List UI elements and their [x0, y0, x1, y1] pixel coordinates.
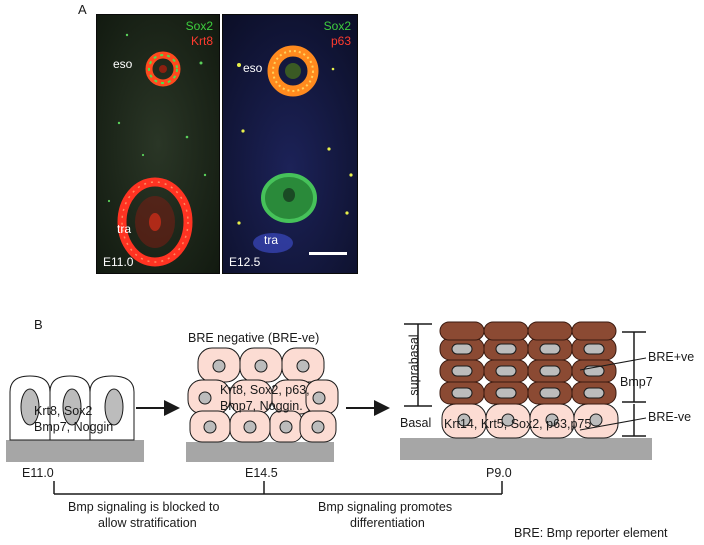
right-label-eso: eso: [243, 61, 263, 75]
stage3-bmp7: Bmp7: [620, 375, 653, 389]
stage1-substrate: [6, 440, 144, 462]
bracket-left-line2: allow stratification: [98, 516, 197, 530]
stage3-stage-label: P9.0: [486, 466, 512, 480]
scale-bar: [309, 252, 347, 255]
right-label-tra: tra: [264, 233, 279, 247]
panel-b-letter: B: [34, 317, 43, 332]
stage2-title: BRE negative (BRE-ve): [188, 331, 320, 345]
stage3-epithelium: [400, 321, 652, 460]
left-label-tra: tra: [117, 222, 132, 236]
panel-a-letter: A: [78, 2, 87, 17]
stage3-bre-negative: BRE-ve: [648, 410, 692, 424]
left-marker-red: Krt8: [190, 34, 213, 48]
footnote: BRE: Bmp reporter element: [514, 526, 668, 540]
stage2-substrate: [186, 442, 334, 462]
stage2-markers-line1: Krt8, Sox2, p63,: [220, 383, 310, 397]
stage3-substrate: [400, 438, 652, 460]
bracket-left-line1: Bmp signaling is blocked to: [68, 500, 220, 514]
micrograph-left: Sox2 Krt8 eso tra E11.0: [96, 14, 220, 274]
right-stage-label: E12.5: [229, 255, 261, 269]
stage1-markers-line1: Krt8, Sox2: [34, 404, 93, 418]
stage1-stage-label: E11.0: [22, 466, 54, 480]
micrograph-right: Sox2 p63 eso tra E12.5: [222, 14, 358, 274]
stage2-stage-label: E14.5: [245, 466, 278, 480]
stage1-markers-line2: Bmp7, Noggin: [34, 420, 114, 434]
stage1-epithelium: [6, 375, 144, 462]
stage3-markers: Krt14, Krt5, Sox2, p63,p75: [444, 417, 592, 431]
bracket-right-line2: differentiation: [350, 516, 425, 530]
stage2-markers-line2: Bmp7, Noggin.: [220, 399, 303, 413]
micrograph-left-image: [97, 15, 219, 273]
left-label-eso: eso: [113, 57, 133, 71]
left-stage-label: E11.0: [103, 255, 134, 269]
stage2-epithelium: [186, 347, 339, 462]
stage3-bre-positive: BRE+ve: [648, 350, 695, 364]
timeline-brackets: [53, 481, 503, 495]
bracket-right-line1: Bmp signaling promotes: [318, 500, 453, 514]
stage3-basal-label: Basal: [400, 416, 432, 430]
right-marker-red: p63: [330, 34, 351, 48]
right-marker-green: Sox2: [323, 19, 351, 33]
stage3-suprabasal-label: suprabasal: [407, 334, 421, 396]
micrograph-right-image: [223, 15, 357, 273]
left-marker-green: Sox2: [185, 19, 213, 33]
